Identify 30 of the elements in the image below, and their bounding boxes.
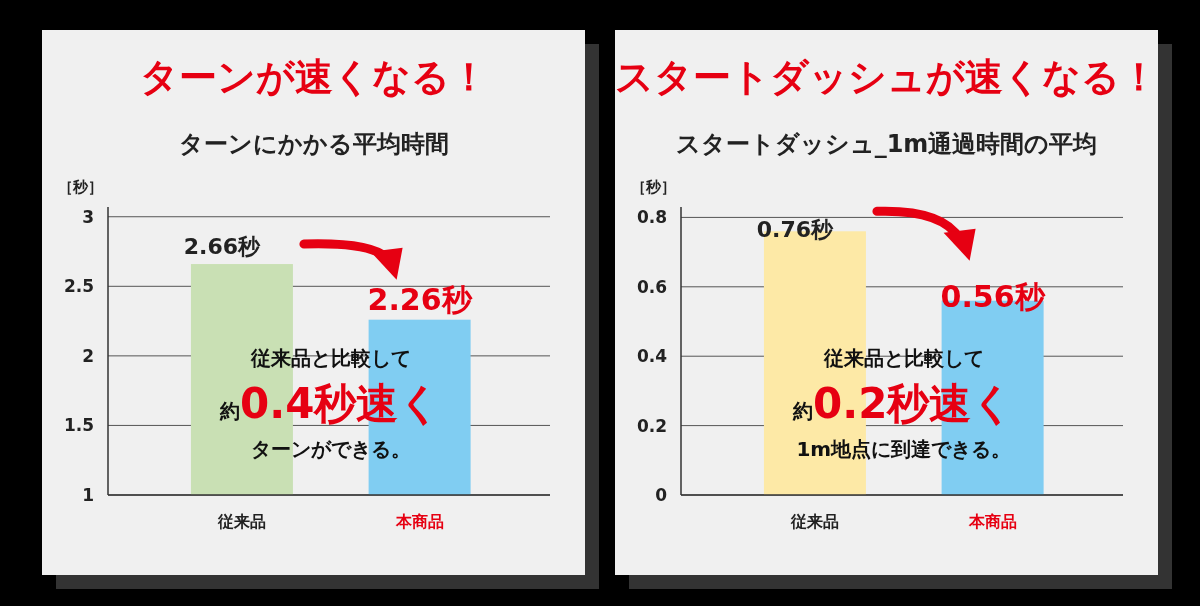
- y-axis-title: ［秒］: [57, 178, 103, 196]
- annotation: 1m地点に到達できる。: [796, 437, 1012, 461]
- annotation: 従来品と比較して: [822, 346, 984, 370]
- data-label: 2.26秒: [367, 281, 473, 317]
- x-tick-label: 従来品: [216, 512, 266, 531]
- y-tick-label: 0.6: [636, 276, 667, 297]
- annotation: 従来品と比較して: [249, 346, 411, 370]
- y-tick-label: 1: [82, 485, 94, 505]
- x-tick-label: 本商品: [394, 512, 444, 531]
- annotation: ターンができる。: [250, 437, 411, 461]
- data-label: 0.56秒: [940, 278, 1046, 314]
- y-tick-label: 3: [82, 206, 94, 227]
- y-axis-title: ［秒］: [630, 178, 676, 196]
- y-tick-label: 2: [82, 345, 94, 366]
- y-tick-label: 0.8: [636, 207, 667, 228]
- chart-subtitle: ターンにかかる平均時間: [178, 130, 449, 158]
- y-tick-label: 2.5: [63, 276, 94, 297]
- data-label: 0.76秒: [756, 217, 835, 243]
- chart-title: ターンが速くなる！: [139, 55, 488, 99]
- y-tick-label: 1.5: [63, 415, 94, 436]
- chart-title: スタートダッシュが速くなる！: [615, 55, 1158, 99]
- data-label: 2.66秒: [183, 234, 262, 260]
- y-tick-label: 0.2: [636, 415, 667, 436]
- y-tick-label: 0.4: [636, 346, 668, 367]
- annotation: 約0.2秒速く: [792, 379, 1015, 428]
- y-tick-label: 0: [655, 485, 668, 505]
- x-tick-label: 従来品: [789, 512, 839, 531]
- annotation: 約0.4秒速く: [219, 379, 442, 428]
- x-tick-label: 本商品: [967, 512, 1017, 531]
- chart-subtitle: スタートダッシュ_1m通過時間の平均: [675, 130, 1098, 158]
